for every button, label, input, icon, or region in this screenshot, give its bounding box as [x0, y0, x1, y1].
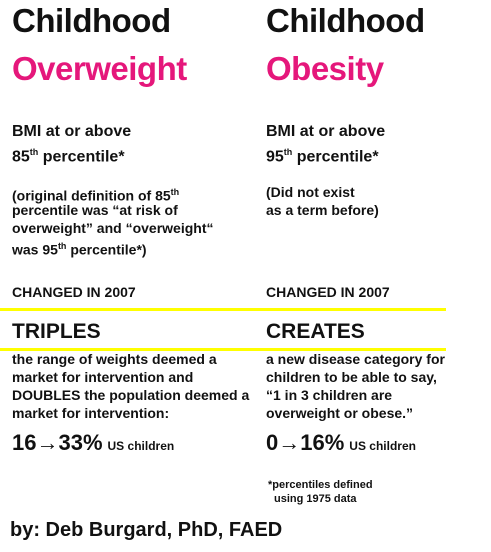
stat-value: 16→33%	[12, 430, 103, 455]
definition: BMI at or above	[266, 123, 385, 141]
changed: CHANGED IN 2007	[266, 284, 390, 300]
heading: Childhood	[266, 2, 425, 39]
byline: by: Deb Burgard, PhD, FAED	[10, 519, 283, 541]
highlight-line	[0, 348, 446, 351]
description: “1 in 3 children are	[266, 387, 393, 403]
text: 95	[266, 148, 284, 166]
footnote: using 1975 data	[274, 493, 357, 505]
stat: 16→33% US children	[12, 430, 174, 456]
text: percentile was “at risk of	[12, 202, 178, 218]
description: market for intervention and	[12, 369, 194, 385]
description: DOUBLES the population deemed a	[12, 387, 250, 403]
changed: CHANGED IN 2007	[12, 284, 136, 300]
note: (original definition of 85th	[12, 183, 179, 205]
text: percentile*	[38, 148, 125, 166]
description: children to be able to say,	[266, 369, 437, 385]
heading: Childhood	[12, 2, 171, 39]
stat: 0→16% US children	[266, 430, 416, 456]
text: was 95	[12, 241, 58, 258]
text: (Did not exist	[266, 184, 355, 200]
definition: 95th percentile*	[266, 143, 379, 166]
term: Obesity	[266, 50, 384, 87]
superscript: th	[170, 187, 180, 197]
highlight-line	[0, 308, 446, 311]
text: overweight” and “overweight“	[12, 220, 214, 236]
description: the range of weights deemed a	[12, 351, 217, 367]
note: overweight” and “overweight“	[12, 219, 213, 237]
description: a new disease category for	[266, 351, 445, 367]
description: overweight or obese.”	[266, 405, 414, 421]
verb: CREATES	[266, 320, 365, 343]
stat-unit: US children	[349, 439, 416, 453]
verb: TRIPLES	[12, 320, 101, 343]
stat-value: 0→16%	[266, 430, 345, 455]
text: as a term before)	[266, 202, 379, 218]
definition: 85th percentile*	[12, 143, 125, 166]
note: was 95th percentile*)	[12, 237, 147, 259]
term: Overweight	[12, 50, 187, 87]
description: market for intervention:	[12, 405, 170, 421]
stat-unit: US children	[107, 439, 175, 453]
footnote: *percentiles defined	[268, 479, 373, 491]
text: BMI at or above	[12, 123, 132, 140]
note: as a term before)	[266, 201, 379, 219]
text: percentile*	[292, 148, 379, 166]
text: (original definition of 85	[12, 187, 171, 204]
note: percentile was “at risk of	[12, 201, 178, 219]
text: BMI at or above	[266, 123, 386, 140]
superscript: th	[29, 147, 39, 157]
note: (Did not exist	[266, 183, 355, 201]
superscript: th	[57, 241, 67, 251]
text: 85	[12, 148, 30, 166]
text: percentile*)	[66, 241, 147, 258]
definition: BMI at or above	[12, 123, 131, 141]
superscript: th	[283, 147, 293, 157]
